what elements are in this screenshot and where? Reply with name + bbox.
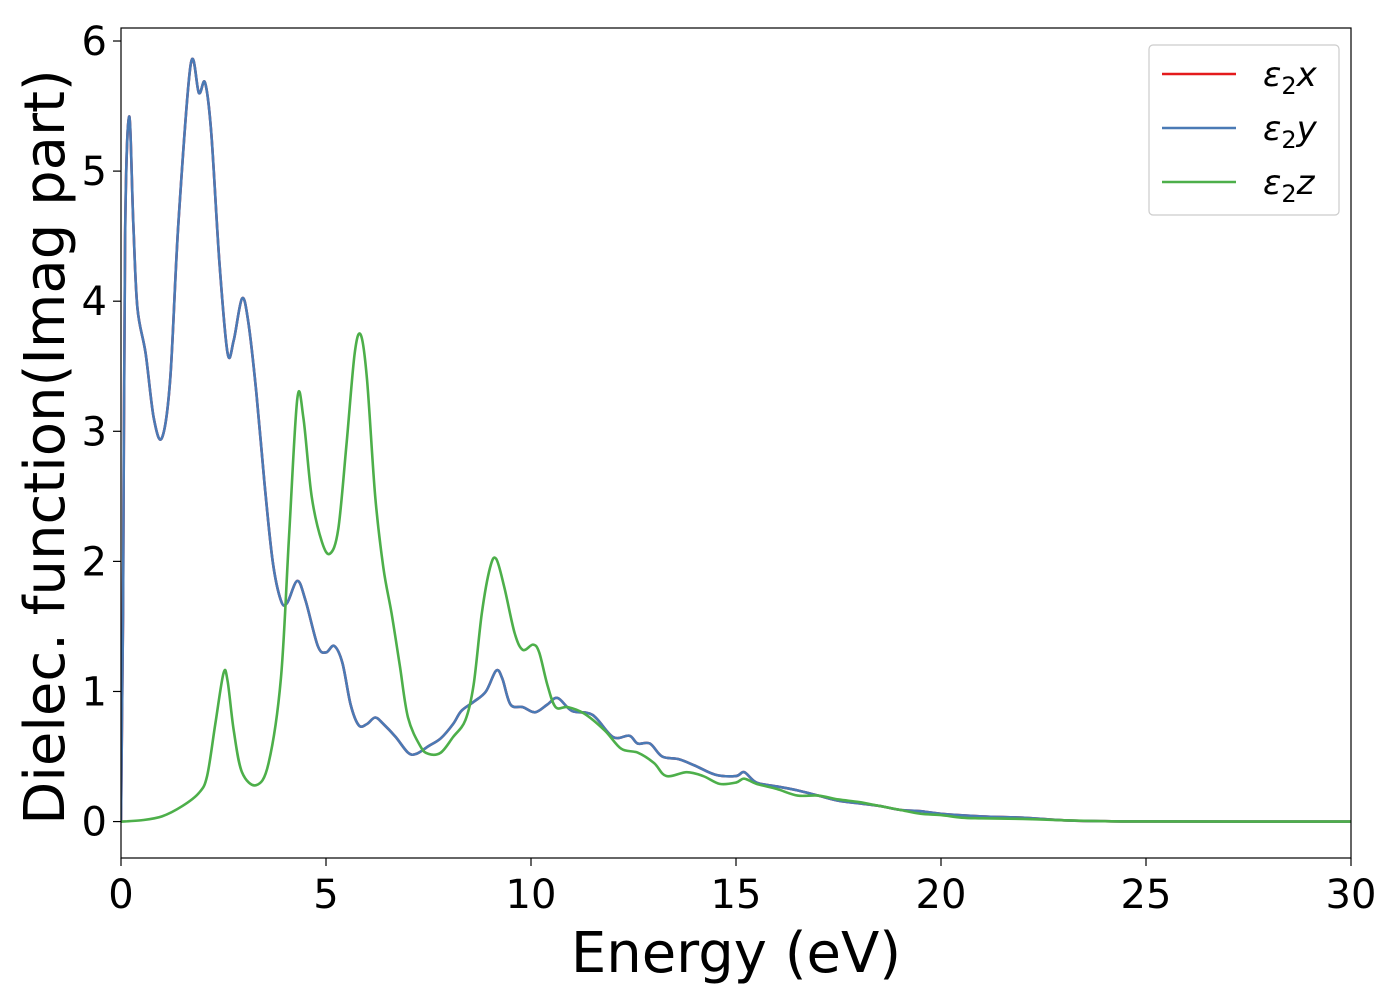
y-tick-label: 0 <box>82 800 107 846</box>
legend-item-y: ε2y <box>1162 109 1318 154</box>
y-tick-label: 6 <box>82 19 107 65</box>
x-tick-label: 0 <box>108 872 133 918</box>
plot-background <box>121 28 1351 858</box>
plot-area <box>120 27 1352 859</box>
legend-label: ε2x <box>1263 55 1318 100</box>
x-tick-label: 5 <box>313 872 338 918</box>
y-axis: 0 1 2 3 4 5 6 <box>82 19 121 846</box>
legend: ε2x ε2y ε2z <box>1148 44 1340 216</box>
legend-item-z: ε2z <box>1162 163 1316 208</box>
x-tick-label: 25 <box>1121 872 1172 918</box>
x-tick-label: 10 <box>506 872 557 918</box>
x-tick-label: 30 <box>1326 872 1377 918</box>
x-axis: 0 5 10 15 20 25 30 <box>108 858 1376 918</box>
x-tick-label: 20 <box>916 872 967 918</box>
y-tick-label: 1 <box>82 669 107 715</box>
y-tick-label: 4 <box>82 279 107 325</box>
series-line-z <box>121 332 1351 823</box>
x-tick-label: 15 <box>711 872 762 918</box>
series-layer <box>121 57 1351 823</box>
x-axis-label: Energy (eV) <box>571 921 901 986</box>
y-axis-label: Dielec. function(Imag part) <box>13 69 78 825</box>
legend-box <box>1148 44 1340 216</box>
y-tick-label: 5 <box>82 149 107 195</box>
series-line-y <box>121 57 1351 823</box>
y-tick-label: 2 <box>82 539 107 585</box>
legend-label: ε2y <box>1263 109 1318 154</box>
legend-item-x: ε2x <box>1162 55 1318 100</box>
legend-label: ε2z <box>1263 163 1316 208</box>
y-tick-label: 3 <box>82 409 107 455</box>
